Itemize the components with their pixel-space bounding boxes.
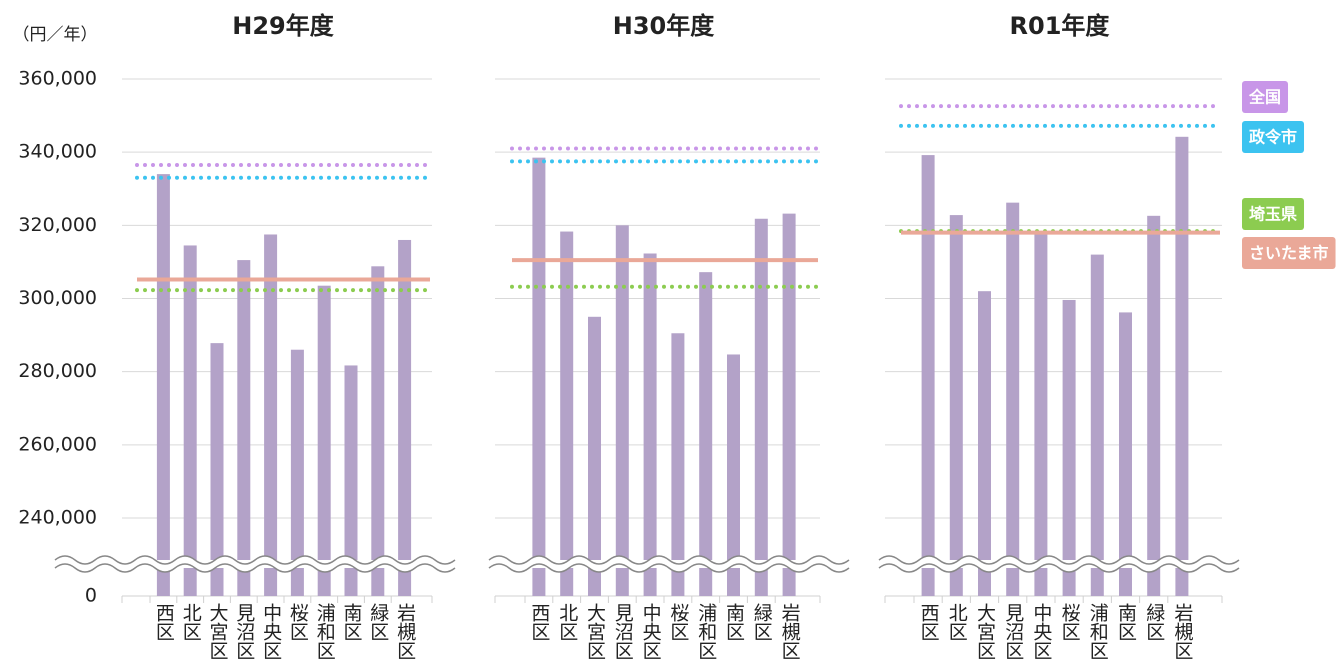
legend-box [1242, 237, 1336, 269]
chart-title: H29年度 [232, 12, 334, 40]
bar [782, 213, 796, 597]
x-tick-label: 桜区 [1059, 603, 1081, 641]
axis-break [54, 555, 456, 565]
bar [1062, 299, 1076, 596]
y-tick-label: 280,000 [18, 360, 97, 382]
legend-label: 埼玉県 [1249, 205, 1297, 224]
axis-break [488, 555, 850, 565]
x-tick-label: 緑区 [1143, 603, 1165, 641]
x-tick-label: 見沼区 [233, 603, 255, 660]
x-tick-label: 大宮区 [207, 603, 229, 660]
x-tick-label: 西区 [918, 603, 940, 641]
legend-item: 埼玉県 [1242, 198, 1305, 230]
bar [921, 155, 935, 597]
bar [1175, 136, 1189, 596]
x-tick-label: 北区 [556, 603, 578, 641]
x-tick-label: 南区 [1115, 603, 1137, 641]
chart-title: H30年度 [613, 12, 715, 40]
legend-box [1242, 81, 1289, 113]
bar [699, 272, 713, 596]
axis-break [878, 563, 1240, 573]
x-tick-label: 大宮区 [974, 603, 996, 660]
legend-item: 全国 [1242, 81, 1289, 113]
x-tick-label: 西区 [528, 603, 550, 641]
x-tick-label: 南区 [341, 603, 363, 641]
legend-box [1242, 121, 1305, 153]
axis-break [878, 555, 1240, 565]
x-tick-label: 桜区 [287, 603, 309, 641]
legend-label: 全国 [1248, 88, 1281, 107]
axis-break [488, 563, 850, 573]
x-tick-label: 南区 [723, 603, 745, 641]
x-tick-label: 西区 [153, 603, 175, 641]
bar [344, 365, 358, 596]
bar [588, 316, 601, 596]
bar [264, 234, 278, 596]
x-tick-label: 中央区 [640, 603, 662, 660]
bar [1006, 202, 1020, 596]
x-tick-label: 中央区 [1030, 603, 1052, 660]
bar [727, 354, 740, 596]
bar [398, 239, 412, 596]
y-tick-label: 260,000 [18, 433, 97, 455]
bar [671, 333, 685, 596]
legend-box [1242, 198, 1305, 230]
x-tick-label: 岩槻区 [1171, 603, 1193, 660]
bar [371, 266, 385, 596]
y-axis-label: （円／年） [13, 25, 98, 45]
axis-break [54, 563, 456, 573]
bar [1147, 215, 1161, 597]
x-tick-label: 北区 [946, 603, 968, 641]
axis-break-fill [879, 560, 1228, 568]
y-tick-label: 300,000 [18, 287, 97, 309]
x-tick-label: 見沼区 [612, 603, 634, 660]
bar [615, 225, 629, 597]
x-tick-label: 浦和区 [695, 603, 717, 660]
x-tick-label: 岩槻区 [394, 603, 416, 660]
y-tick-label: 360,000 [18, 68, 97, 90]
x-tick-label: 北区 [180, 603, 202, 641]
bar [290, 349, 304, 596]
x-tick-label: 岩槻区 [779, 603, 801, 660]
x-tick-label: 浦和区 [314, 603, 336, 660]
bar [1090, 254, 1104, 596]
bar [210, 343, 224, 596]
bar [1119, 312, 1132, 596]
bar [560, 231, 574, 597]
legend-item: 政令市 [1242, 121, 1305, 153]
bar [978, 291, 991, 596]
x-tick-label: 大宮区 [584, 603, 606, 660]
x-tick-label: 浦和区 [1087, 603, 1109, 660]
y-tick-label: 0 [85, 585, 97, 607]
chart-title: R01年度 [1010, 12, 1111, 40]
legend-label: 政令市 [1249, 128, 1297, 147]
x-tick-label: 見沼区 [1002, 603, 1024, 660]
bar [156, 174, 170, 596]
bar [949, 215, 963, 596]
x-tick-label: 中央区 [260, 603, 282, 660]
bar [1034, 234, 1048, 596]
legend-item: さいたま市 [1242, 237, 1336, 269]
y-tick-label: 240,000 [18, 507, 97, 529]
legend-label: さいたま市 [1249, 244, 1329, 263]
bar [532, 157, 546, 596]
bar [317, 285, 331, 596]
y-tick-label: 320,000 [18, 214, 97, 236]
bar [237, 260, 251, 596]
x-tick-label: 桜区 [667, 603, 689, 641]
y-tick-label: 340,000 [18, 141, 97, 163]
x-tick-label: 緑区 [751, 603, 773, 641]
bar [754, 218, 768, 596]
x-tick-label: 緑区 [367, 603, 389, 641]
bar [183, 245, 197, 596]
bar [643, 253, 657, 596]
